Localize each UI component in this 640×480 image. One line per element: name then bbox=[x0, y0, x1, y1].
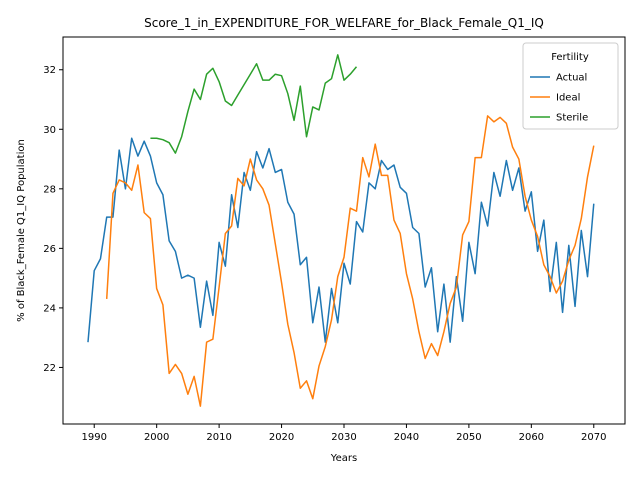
legend-entries: Actual Ideal Sterile bbox=[530, 73, 588, 124]
x-tick-label: 2060 bbox=[519, 432, 544, 443]
x-axis: 1990 2000 2010 2020 2030 2040 2050 2060 2070 bbox=[81, 424, 607, 443]
legend-title: Fertility bbox=[551, 52, 589, 63]
x-tick-label: 2010 bbox=[206, 432, 231, 443]
y-axis: 22 24 26 28 30 32 bbox=[43, 65, 63, 374]
x-tick-label: 2020 bbox=[269, 432, 294, 443]
legend-label-sterile: Sterile bbox=[556, 113, 588, 124]
x-tick-label: 1990 bbox=[81, 432, 106, 443]
y-axis-label: % of Black_Female Q1_IQ Population bbox=[16, 139, 27, 322]
legend-label-actual: Actual bbox=[556, 73, 587, 84]
series-line-sterile bbox=[150, 54, 358, 154]
y-tick-label: 26 bbox=[43, 244, 56, 255]
x-tick-label: 2050 bbox=[456, 432, 481, 443]
legend: Fertility Actual Ideal Sterile bbox=[522, 42, 619, 130]
series-line-actual bbox=[87, 137, 595, 343]
x-tick-label: 2040 bbox=[394, 432, 419, 443]
y-tick-label: 24 bbox=[43, 303, 56, 314]
legend-label-ideal: Ideal bbox=[556, 93, 580, 104]
x-tick-label: 2070 bbox=[581, 432, 606, 443]
plot-lines bbox=[87, 54, 595, 407]
y-tick-label: 22 bbox=[43, 363, 56, 374]
chart-title: Score_1_in_EXPENDITURE_FOR_WELFARE_for_B… bbox=[144, 16, 544, 30]
series-line-ideal bbox=[105, 115, 595, 407]
y-tick-label: 30 bbox=[43, 125, 56, 136]
y-tick-label: 32 bbox=[43, 65, 56, 76]
x-axis-label: Years bbox=[330, 453, 357, 464]
y-tick-label: 28 bbox=[43, 184, 56, 195]
x-tick-label: 2030 bbox=[331, 432, 356, 443]
x-tick-label: 2000 bbox=[144, 432, 169, 443]
legend-box bbox=[522, 42, 619, 130]
